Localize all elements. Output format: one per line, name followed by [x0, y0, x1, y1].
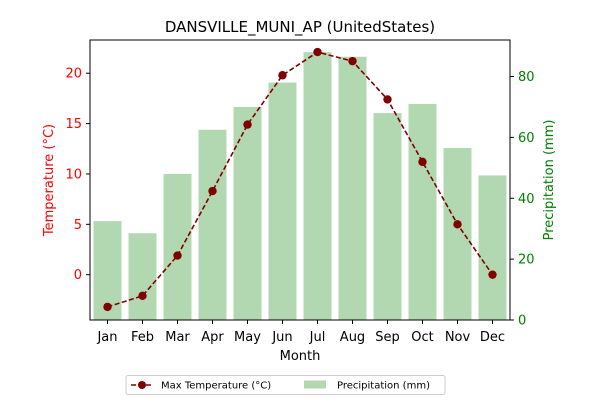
x-tick-label-may: May [234, 330, 261, 345]
temperature-point-aug [348, 56, 357, 66]
legend-frame [125, 375, 446, 395]
x-axis-label: Month [280, 349, 321, 364]
precipitation-bars [93, 52, 507, 321]
temperature-point-sep [383, 95, 392, 104]
temperature-point-apr [208, 186, 217, 196]
x-tick-label-aug: Aug [340, 330, 365, 345]
temperature-point-oct [418, 157, 427, 167]
temperature-point-nov [453, 220, 462, 229]
right-tick-label: 60 [518, 131, 535, 146]
precip-bar-dec [478, 175, 507, 320]
temperature-point-jan [103, 302, 112, 312]
left-tick-label: 10 [65, 167, 82, 182]
right-tick-label: 0 [518, 314, 526, 329]
x-tick-label-jun: Jun [271, 330, 292, 345]
legend: Max Temperature (°C) Precipitation (mm) [125, 375, 446, 395]
temperature-point-feb [138, 291, 147, 301]
precip-bar-mar [163, 173, 192, 320]
legend-precipitation-label: Precipitation (mm) [337, 381, 430, 392]
precip-bar-jul [303, 52, 332, 320]
precip-bar-oct [408, 103, 437, 320]
temperature-point-dec [488, 270, 497, 279]
left-axis-label: Temperature (°C) [42, 124, 57, 237]
x-tick-label-oct: Oct [411, 330, 433, 345]
legend-temperature-swatch-marker [138, 381, 146, 389]
left-tick-label: 15 [65, 117, 82, 132]
legend-precipitation-swatch [304, 380, 326, 389]
precip-bar-apr [198, 129, 227, 320]
left-tick-label: 5 [74, 218, 82, 233]
precip-bar-feb [128, 233, 157, 320]
right-tick-label: 40 [518, 192, 535, 207]
x-tick-label-nov: Nov [445, 330, 471, 345]
x-tick-label-feb: Feb [131, 330, 154, 345]
x-tick-label-mar: Mar [165, 330, 190, 345]
axes [89, 39, 511, 321]
precip-bar-jun [268, 82, 297, 320]
temperature-point-mar [173, 251, 182, 260]
chart-title: DANSVILLE_MUNI_AP (UnitedStates) [165, 18, 435, 37]
temperature-point-jun [278, 71, 287, 80]
x-tick-label-dec: Dec [480, 330, 505, 345]
right-axis-label: Precipitation (mm) [542, 120, 557, 241]
temperature-point-jul [313, 47, 322, 57]
precip-bar-sep [373, 113, 402, 320]
precip-bar-may [233, 106, 262, 321]
precip-bar-aug [338, 56, 367, 320]
temperature-point-may [243, 120, 252, 129]
right-tick-label: 20 [518, 253, 535, 268]
x-tick-label-jan: Jan [96, 330, 117, 345]
temperature-line [103, 47, 497, 312]
right-tick-label: 80 [518, 70, 535, 85]
x-tick-label-sep: Sep [375, 330, 400, 345]
x-tick-label-apr: Apr [201, 330, 224, 345]
legend-temperature-label: Max Temperature (°C) [161, 381, 271, 392]
plot-frame [89, 39, 511, 321]
x-tick-label-jul: Jul [309, 330, 326, 345]
temperature-series-line [107, 51, 494, 308]
ticks: Jan Feb Mar Apr May Jun Jul Aug Sep Oct Nov Dec 0 5 10… [65, 67, 534, 345]
precip-bar-nov [443, 148, 472, 320]
left-tick-label: 20 [65, 67, 82, 82]
left-tick-label: 0 [74, 268, 82, 283]
